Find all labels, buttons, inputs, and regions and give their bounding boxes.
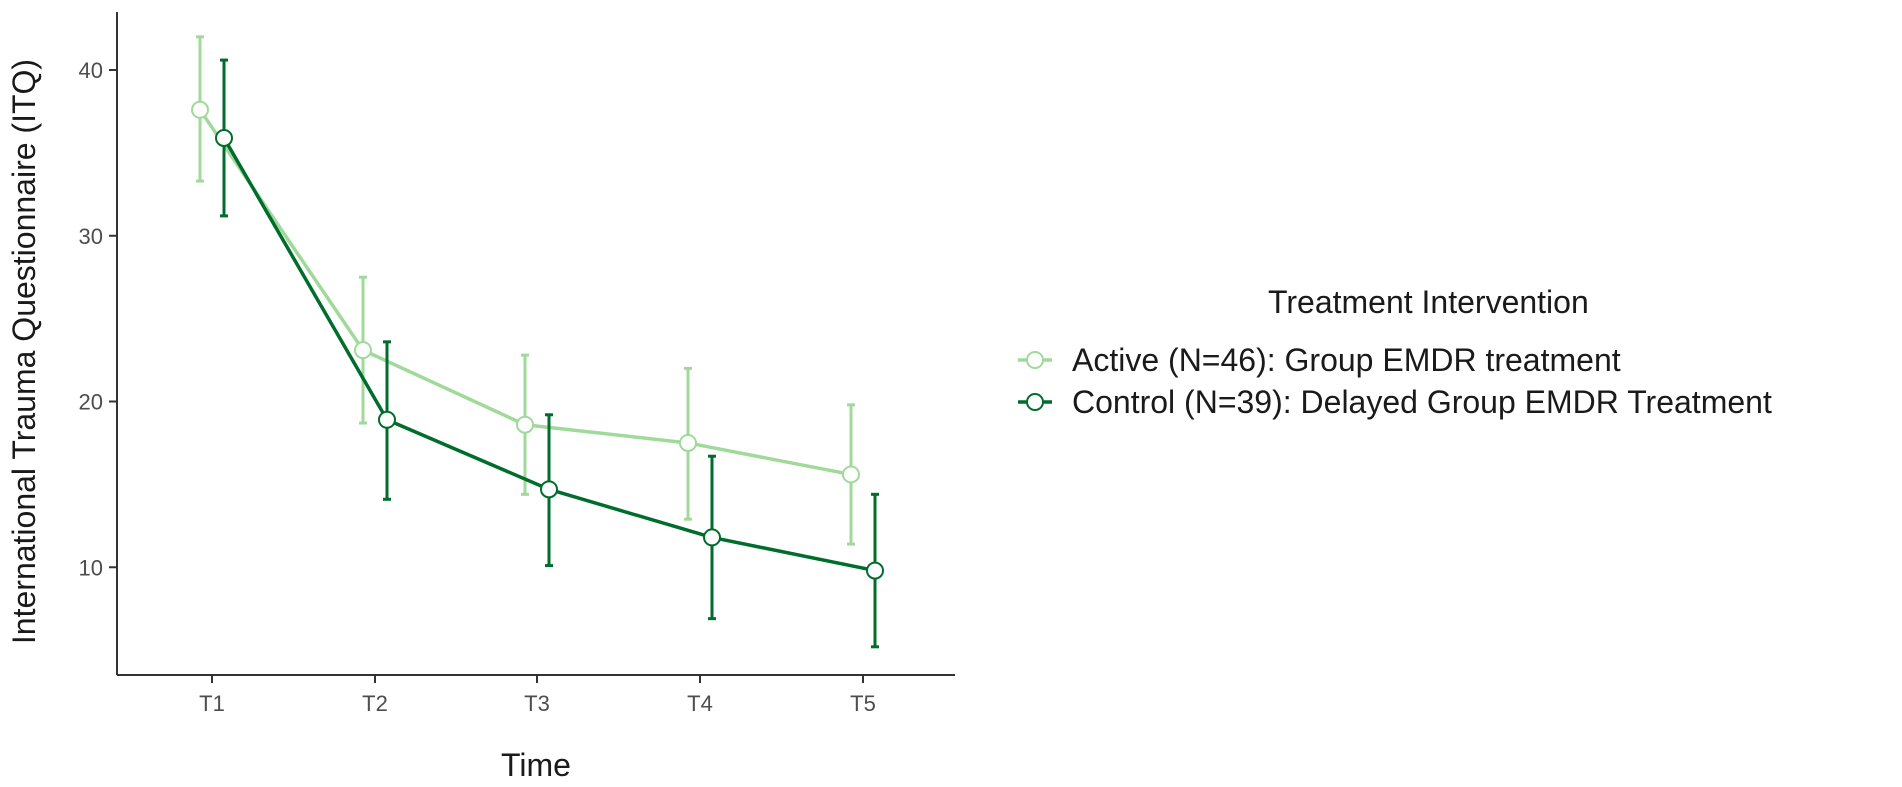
data-point xyxy=(540,480,558,499)
y-tick-label: 40 xyxy=(79,58,103,83)
legend: Treatment Intervention Active (N=46): Gr… xyxy=(1018,284,1772,420)
data-point xyxy=(842,465,860,484)
axes xyxy=(116,12,955,676)
series-active xyxy=(191,35,860,546)
legend-key-marker xyxy=(1026,351,1044,369)
x-tick-label: T3 xyxy=(524,691,550,716)
y-axis-title: International Trauma Questionnaire (ITQ) xyxy=(6,59,42,644)
y-tick-label: 20 xyxy=(79,390,103,415)
x-tick-label: T1 xyxy=(199,691,225,716)
x-tick-label: T4 xyxy=(687,691,713,716)
legend-label: Active (N=46): Group EMDR treatment xyxy=(1072,342,1621,378)
x-axis-title: Time xyxy=(501,747,571,783)
legend-label: Control (N=39): Delayed Group EMDR Treat… xyxy=(1072,384,1772,420)
x-tick-label: T2 xyxy=(362,691,388,716)
y-tick-label: 30 xyxy=(79,224,103,249)
series-control xyxy=(215,58,884,649)
legend-items: Active (N=46): Group EMDR treatment Contr… xyxy=(1018,342,1772,420)
data-point xyxy=(354,341,372,360)
series-layer xyxy=(191,35,884,649)
legend-item: Active (N=46): Group EMDR treatment xyxy=(1018,342,1621,378)
legend-item: Control (N=39): Delayed Group EMDR Treat… xyxy=(1018,384,1772,420)
legend-key-marker xyxy=(1026,393,1044,411)
y-tick-label: 10 xyxy=(79,555,103,580)
data-point xyxy=(215,128,233,147)
data-point xyxy=(679,433,697,452)
data-point xyxy=(378,410,396,429)
legend-title: Treatment Intervention xyxy=(1268,284,1589,320)
x-tick-label: T5 xyxy=(850,691,876,716)
data-point xyxy=(516,415,534,434)
data-point xyxy=(866,561,884,580)
y-ticks: 10 20 30 40 xyxy=(79,58,117,580)
x-ticks: T1 T2 T3 T4 T5 xyxy=(199,675,876,716)
data-point xyxy=(191,100,209,119)
data-point xyxy=(703,528,721,547)
